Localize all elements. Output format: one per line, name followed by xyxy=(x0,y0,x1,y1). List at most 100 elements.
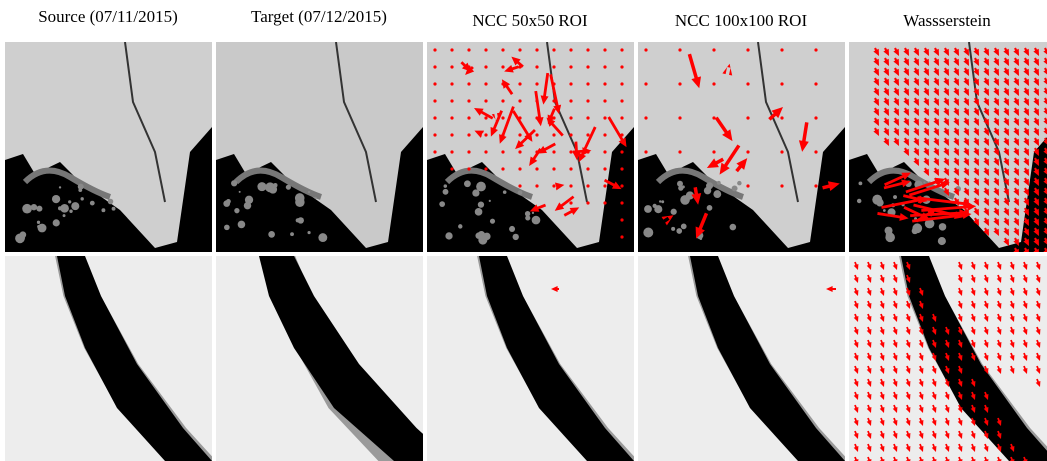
flow-dot xyxy=(644,82,647,85)
ice-fragment xyxy=(938,237,946,245)
flow-dot xyxy=(746,116,749,119)
flow-dot xyxy=(586,48,589,51)
flow-dot xyxy=(569,82,572,85)
ice-fragment xyxy=(525,215,530,220)
flow-dot xyxy=(780,82,783,85)
ice-fragment xyxy=(439,201,445,207)
figure: Source (07/11/2015) Target (07/12/2015) … xyxy=(0,0,1047,461)
flow-dot xyxy=(552,133,555,136)
flow-dot xyxy=(569,150,572,153)
flow-dot xyxy=(467,150,470,153)
flow-dot xyxy=(620,65,623,68)
ice-fragment xyxy=(737,181,741,185)
flow-dot xyxy=(535,133,538,136)
flow-dot xyxy=(501,150,504,153)
flow-dot xyxy=(501,65,504,68)
ice-fragment xyxy=(71,202,79,210)
ice-fragment xyxy=(912,228,918,234)
ice-fragment xyxy=(296,218,300,222)
ice-fragment xyxy=(671,209,677,215)
ice-fragment xyxy=(730,224,737,231)
flow-dot xyxy=(620,167,623,170)
flow-dot xyxy=(552,65,555,68)
flow-dot xyxy=(501,48,504,51)
image-panel xyxy=(427,42,634,252)
ice-fragment xyxy=(101,208,105,212)
ice-fragment xyxy=(257,182,266,191)
flow-dot xyxy=(620,116,623,119)
flow-dot xyxy=(467,116,470,119)
flow-dot xyxy=(603,99,606,102)
flow-dot xyxy=(484,167,487,170)
flow-dot xyxy=(518,99,521,102)
ice-fragment xyxy=(445,232,452,239)
flow-dot xyxy=(603,184,606,187)
flow-dot xyxy=(586,167,589,170)
ice-fragment xyxy=(490,219,495,224)
ice-fragment xyxy=(90,201,95,206)
ice-fragment xyxy=(478,201,484,207)
flow-dot xyxy=(450,48,453,51)
column-title: Wassserstein xyxy=(903,11,991,30)
ice-fragment xyxy=(513,234,519,240)
flow-dot xyxy=(535,184,538,187)
flow-dot xyxy=(535,65,538,68)
flow-dot xyxy=(746,48,749,51)
flow-dot xyxy=(586,116,589,119)
flow-dot xyxy=(569,167,572,170)
flow-dot xyxy=(569,116,572,119)
ice-fragment xyxy=(272,183,277,188)
flow-dot xyxy=(814,48,817,51)
ice-fragment xyxy=(653,204,657,208)
flow-dot xyxy=(814,116,817,119)
flow-dot xyxy=(467,48,470,51)
ice-fragment xyxy=(704,187,711,194)
flow-dot xyxy=(501,99,504,102)
flow-dot xyxy=(603,116,606,119)
flow-dot xyxy=(450,133,453,136)
flow-dot xyxy=(433,116,436,119)
ice-fragment xyxy=(677,181,683,187)
ice-fragment xyxy=(518,190,523,195)
flow-dot xyxy=(450,65,453,68)
column-title: NCC 100x100 ROI xyxy=(675,11,808,30)
flow-dot xyxy=(620,235,623,238)
flow-dot xyxy=(620,218,623,221)
flow-dot xyxy=(814,82,817,85)
ice-fragment xyxy=(238,221,246,229)
flow-dot xyxy=(603,65,606,68)
ice-fragment xyxy=(38,224,47,233)
flow-dot xyxy=(433,82,436,85)
flow-dot xyxy=(603,150,606,153)
flow-dot xyxy=(552,167,555,170)
ice-fragment xyxy=(308,191,310,193)
ice-fragment xyxy=(532,212,534,214)
flow-dot xyxy=(678,48,681,51)
flow-dot xyxy=(586,201,589,204)
flow-dot xyxy=(644,150,647,153)
flow-dot xyxy=(569,201,572,204)
ice-fragment xyxy=(315,197,317,199)
ice-fragment xyxy=(659,200,661,202)
flow-dot xyxy=(484,133,487,136)
ice-fragment xyxy=(245,196,253,204)
flow-dot xyxy=(678,82,681,85)
ice-fragment xyxy=(268,231,275,238)
flow-dot xyxy=(586,184,589,187)
flow-dot xyxy=(501,116,504,119)
flow-dot xyxy=(620,48,623,51)
image-panel xyxy=(5,42,212,252)
flow-dot xyxy=(586,82,589,85)
flow-dot xyxy=(450,82,453,85)
ice-fragment xyxy=(21,236,25,240)
ice-fragment xyxy=(732,185,738,191)
ice-fragment xyxy=(534,220,537,223)
flow-dot xyxy=(484,65,487,68)
ice-fragment xyxy=(307,231,310,234)
ice-fragment xyxy=(443,189,449,195)
ice-fragment xyxy=(857,199,862,204)
flow-dot xyxy=(620,150,623,153)
ice-fragment xyxy=(234,208,239,213)
image-panel xyxy=(216,256,453,461)
flow-dot xyxy=(814,184,817,187)
